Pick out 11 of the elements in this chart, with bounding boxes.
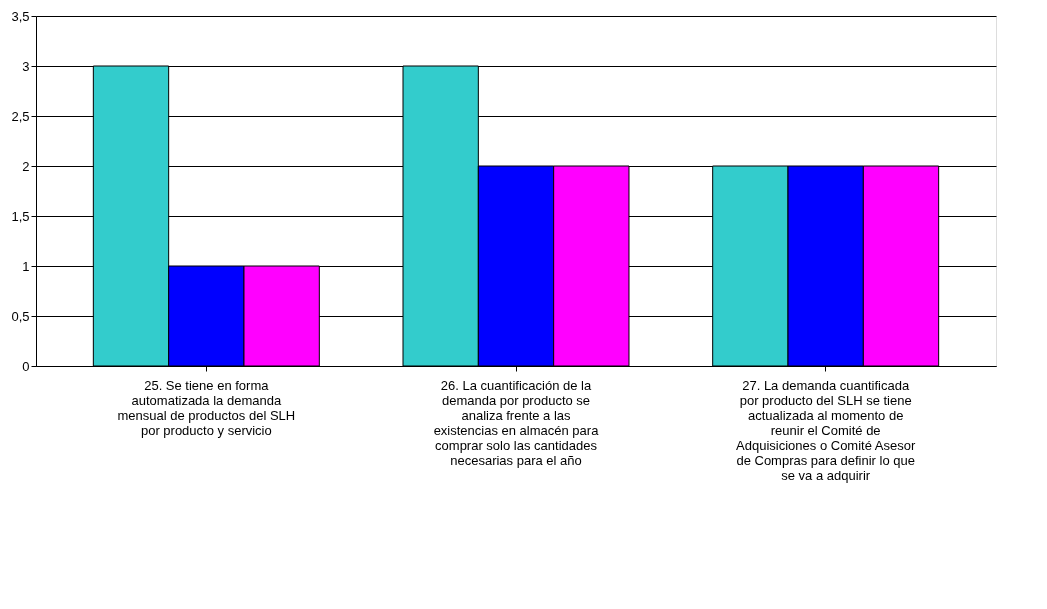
y-tick-label: 3: [22, 58, 30, 74]
y-tick-label: 0,5: [11, 308, 30, 324]
y-tick-label: 3,5: [11, 8, 30, 24]
y-tick-label: 2,5: [11, 108, 30, 124]
x-tick-label: 25. Se tiene en forma automatizada la demanda mensual de productos del SLH por producto y servicio: [117, 377, 296, 438]
y-tick-label: 1,5: [11, 208, 30, 224]
x-tick-label: 26. La cuantificación de la demanda por producto se analiza frente a las existencias en almacén para comprar solo las cantidades necesarias para el año: [433, 377, 600, 468]
x-tick-label: 27. La demanda cuantificada por producto del SLH se tiene actualizada al momento de reunir el Comité de Adquisiciones o Comité Asesor de Compras para definir lo que se va a adquirir: [736, 377, 916, 483]
y-tick-label: 1: [22, 258, 30, 274]
y-tick-label: 2: [22, 158, 30, 174]
y-tick-label: 0: [22, 358, 30, 374]
